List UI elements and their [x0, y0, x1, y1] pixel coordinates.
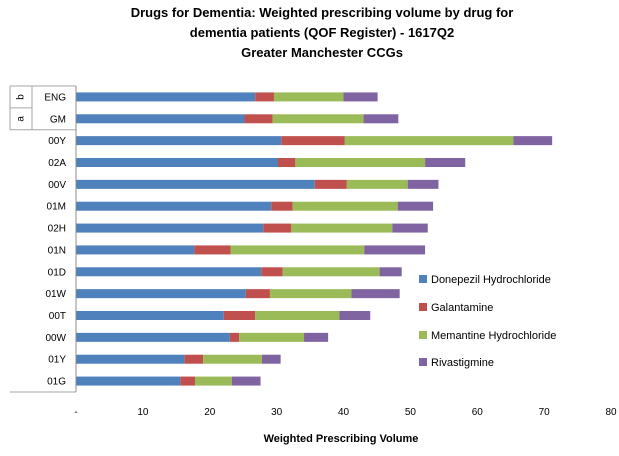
bar-02A-donepezil-hydrochloride	[76, 158, 278, 167]
bar-01G-memantine-hydrochloride	[195, 376, 232, 386]
bar-01D-galantamine	[261, 267, 283, 277]
bar-ENG-memantine-hydrochloride	[273, 92, 344, 102]
bar-ENG-rivastigmine	[343, 92, 378, 102]
bar-01D-rivastigmine	[379, 267, 402, 277]
bar-02H-donepezil-hydrochloride	[76, 223, 264, 233]
legend: Donepezil Hydrochloride Galantamine Memant…	[419, 274, 556, 369]
bar-01G-rivastigmine	[231, 376, 261, 386]
category-label-02H: 02H	[48, 224, 66, 235]
category-label-01G: 01G	[47, 377, 66, 388]
bar-01N-memantine-hydrochloride	[230, 245, 365, 255]
x-axis-title: Weighted Prescribing Volume	[264, 433, 419, 445]
x-tick-label-4: 40	[338, 407, 350, 418]
x-tick-label-7: 70	[539, 407, 551, 418]
chart-title: Drugs for Dementia: Weighted prescribing…	[131, 5, 514, 60]
bar-00V-donepezil-hydrochloride	[76, 179, 315, 189]
bar-GM-donepezil-hydrochloride	[76, 114, 245, 124]
bar-01N-donepezil-hydrochloride	[76, 245, 195, 255]
x-tick-label-8: 80	[605, 407, 617, 418]
category-label-00V: 00V	[48, 180, 66, 191]
bar-02H-galantamine	[263, 223, 292, 233]
bar-01Y-rivastigmine	[261, 354, 281, 364]
bar-01M-galantamine	[271, 201, 293, 211]
bar-00T-donepezil-hydrochloride	[76, 311, 224, 320]
x-axis-ticks: - 10 20 30 40 50 60 70 80	[74, 407, 617, 418]
category-label-GM: GM	[50, 114, 66, 125]
bar-00W-memantine-hydrochloride	[239, 332, 305, 342]
bar-01Y-memantine-hydrochloride	[203, 354, 262, 364]
legend-swatch-3	[419, 331, 427, 339]
bar-01D-donepezil-hydrochloride	[76, 267, 262, 277]
bar-01W-galantamine	[245, 289, 270, 299]
bar-01M-donepezil-hydrochloride	[76, 201, 272, 211]
bar-01G-donepezil-hydrochloride	[76, 376, 181, 386]
plot-area: b a ENG GM 00Y 02A 00V 01M 02H 01N 01D 01W 00T 00W 01Y…	[9, 85, 553, 393]
bar-01W-donepezil-hydrochloride	[76, 289, 246, 299]
bar-00V-memantine-hydrochloride	[346, 179, 408, 189]
legend-swatch-1	[419, 275, 427, 283]
x-tick-label-0: -	[74, 407, 77, 418]
bar-00T-rivastigmine	[339, 311, 371, 320]
bar-00W-donepezil-hydrochloride	[76, 332, 230, 342]
legend-label-1: Donepezil Hydrochloride	[431, 274, 551, 286]
category-label-01W: 01W	[45, 289, 66, 300]
bar-00Y-rivastigmine	[513, 136, 553, 146]
bar-01W-rivastigmine	[351, 289, 400, 299]
category-label-02A: 02A	[48, 158, 66, 169]
group-label-a: a	[16, 116, 27, 122]
bar-00W-rivastigmine	[304, 332, 329, 342]
category-label-ENG: ENG	[44, 92, 66, 103]
x-tick-label-2: 20	[204, 407, 216, 418]
x-tick-label-1: 10	[137, 407, 149, 418]
x-tick-label-6: 60	[472, 407, 484, 418]
chart-title-line-2: dementia patients (QOF Register) - 1617Q…	[190, 25, 454, 40]
bar-GM-memantine-hydrochloride	[272, 114, 364, 124]
x-tick-label-5: 50	[405, 407, 417, 418]
category-label-00T: 00T	[49, 311, 66, 322]
bar-00Y-memantine-hydrochloride	[344, 136, 514, 146]
bar-02A-galantamine	[277, 158, 296, 167]
bar-01Y-galantamine	[184, 354, 204, 364]
bar-02A-rivastigmine	[425, 158, 466, 167]
category-label-01M: 01M	[47, 202, 66, 213]
bar-00Y-galantamine	[281, 136, 345, 146]
legend-label-3: Memantine Hydrochloride	[431, 330, 556, 342]
bar-01G-galantamine	[180, 376, 196, 386]
bar-01N-rivastigmine	[364, 245, 426, 255]
x-tick-label-3: 30	[271, 407, 283, 418]
bar-GM-rivastigmine	[363, 114, 399, 124]
bar-02H-rivastigmine	[392, 223, 428, 233]
bar-02A-memantine-hydrochloride	[295, 158, 426, 167]
bar-00V-galantamine	[314, 179, 347, 189]
legend-label-4: Rivastigmine	[431, 357, 494, 369]
legend-swatch-2	[419, 303, 427, 311]
bar-00T-memantine-hydrochloride	[255, 311, 340, 320]
bar-01D-memantine-hydrochloride	[282, 267, 380, 277]
bar-01M-memantine-hydrochloride	[292, 201, 398, 211]
bar-02H-memantine-hydrochloride	[291, 223, 393, 233]
bar-GM-galantamine	[244, 114, 273, 124]
category-label-01Y: 01Y	[48, 355, 66, 366]
bar-01Y-donepezil-hydrochloride	[76, 354, 185, 364]
bar-01W-memantine-hydrochloride	[269, 289, 352, 299]
bar-ENG-donepezil-hydrochloride	[76, 92, 256, 102]
bar-00T-galantamine	[223, 311, 256, 320]
category-label-00Y: 00Y	[48, 136, 66, 147]
bar-ENG-galantamine	[255, 92, 274, 102]
category-label-01N: 01N	[48, 245, 66, 256]
legend-label-2: Galantamine	[431, 302, 493, 314]
chart-title-line-1: Drugs for Dementia: Weighted prescribing…	[131, 5, 514, 20]
bar-01N-galantamine	[194, 245, 231, 255]
group-label-b: b	[16, 94, 27, 100]
category-label-00W: 00W	[45, 333, 66, 344]
bar-00V-rivastigmine	[407, 179, 439, 189]
bar-01M-rivastigmine	[397, 201, 434, 211]
category-label-01D: 01D	[48, 267, 66, 278]
bar-00Y-donepezil-hydrochloride	[76, 136, 282, 146]
bar-00W-galantamine	[229, 332, 240, 342]
legend-swatch-4	[419, 358, 427, 366]
chart-title-line-3: Greater Manchester CCGs	[241, 45, 403, 60]
